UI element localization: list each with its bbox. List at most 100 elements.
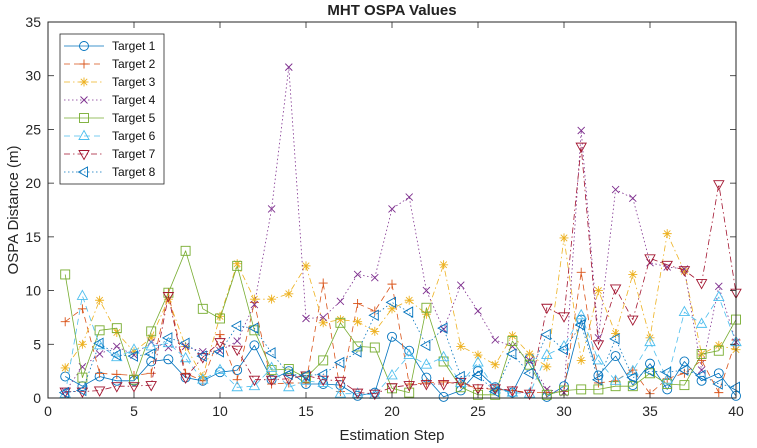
x-axis-label: Estimation Step — [339, 427, 444, 444]
series-6-point — [644, 335, 656, 347]
series-5-point — [249, 325, 260, 336]
series-8-line — [65, 301, 737, 393]
series-6-point — [145, 340, 157, 351]
series-8-point — [75, 384, 87, 397]
series-4-point — [422, 286, 431, 295]
legend-marker — [79, 41, 89, 51]
series-3-point — [215, 311, 225, 321]
series-7-point — [678, 266, 691, 277]
x-tick-label: 30 — [556, 403, 572, 419]
series-7-line — [65, 146, 737, 395]
series-2-point — [387, 279, 397, 289]
series-5-point — [335, 317, 346, 328]
series-4-point — [542, 385, 551, 394]
series-7-point — [317, 375, 329, 387]
series-1-point — [610, 351, 621, 362]
series-4-point — [284, 63, 293, 71]
series-3-point — [645, 333, 655, 343]
series-1-line — [65, 319, 737, 398]
series-4-point — [112, 342, 121, 351]
series-2-point — [628, 365, 638, 375]
series-1-point — [387, 331, 397, 342]
series-8-point — [385, 296, 396, 309]
series-8 — [58, 296, 740, 399]
series-8-point — [471, 369, 482, 382]
series-1-point — [369, 387, 380, 398]
legend-item: Target 5 — [64, 111, 156, 125]
y-tick-label: 0 — [33, 390, 41, 406]
series-7-point — [661, 260, 673, 272]
series-5-point — [541, 389, 552, 400]
ticks-layer: 0 5 10 15 20 25 30 35 40 0 5 10 15 20 25 30 35 — [25, 14, 744, 419]
series-5-point — [679, 380, 690, 391]
series-5-point — [283, 364, 294, 374]
series-8-point — [247, 322, 259, 334]
series-6-point — [76, 289, 89, 300]
x-tick-label: 35 — [642, 403, 658, 419]
series-7-point — [489, 384, 501, 395]
series-3-point — [593, 286, 603, 296]
legend-item: Target 3 — [64, 75, 156, 89]
x-tick-label: 10 — [212, 403, 228, 419]
y-tick-label: 15 — [25, 229, 41, 245]
series-8-point — [368, 309, 379, 322]
series-7-point — [558, 312, 570, 323]
series-6-point — [678, 305, 691, 317]
series-7-point — [386, 383, 398, 394]
series-4-point — [456, 281, 465, 290]
series-6-point — [472, 356, 484, 367]
y-tick-label: 35 — [25, 14, 41, 30]
series-2-point — [146, 368, 156, 378]
legend-label: Target 5 — [112, 111, 156, 125]
series-8-point — [213, 346, 224, 358]
legend-marker — [79, 77, 89, 87]
series-4-point — [319, 313, 328, 322]
legend-label: Target 2 — [112, 57, 156, 71]
series-1-point — [713, 368, 724, 379]
series-4-point — [353, 270, 362, 279]
series-5-point — [318, 355, 329, 366]
series-3-point — [611, 329, 621, 339]
legend-label: Target 8 — [112, 165, 156, 179]
series-2-point — [267, 379, 277, 389]
legend-item: Target 8 — [64, 165, 156, 179]
series-4-point — [388, 205, 396, 213]
series-7-point — [627, 315, 639, 327]
series-5-point — [94, 325, 105, 336]
series-7-point — [111, 382, 123, 393]
series-6-point — [317, 376, 329, 387]
series-2-point — [318, 278, 328, 288]
series-7-point — [162, 291, 175, 303]
series-6-point — [661, 373, 673, 384]
legend-item: Target 6 — [64, 129, 156, 143]
series-3-point — [163, 294, 173, 304]
series-3-point — [198, 372, 208, 382]
series-7-point — [351, 388, 364, 400]
series-7-point — [59, 387, 71, 398]
series-3-point — [387, 304, 397, 314]
series-5-point — [645, 368, 655, 379]
series-2-point — [353, 298, 363, 308]
series-3-point — [662, 229, 672, 239]
series-5-point — [180, 245, 191, 256]
series-8-point — [299, 369, 310, 382]
series-8-point — [729, 381, 740, 394]
series-8-point — [351, 346, 362, 358]
series-6-point — [420, 358, 433, 369]
y-axis-label: OSPA Distance (m) — [5, 146, 22, 275]
series-6-point — [609, 374, 622, 385]
series-2-point — [576, 267, 586, 277]
series-4-point — [577, 126, 586, 135]
series-8-point — [316, 368, 328, 381]
series-3-point — [679, 266, 689, 276]
series-8-point — [127, 350, 138, 362]
series-7-point — [713, 180, 725, 191]
series-5-point — [627, 381, 638, 392]
series-5-point — [369, 342, 380, 353]
series-8-point — [144, 348, 156, 360]
series-5-point — [696, 349, 707, 359]
series-8-point — [591, 373, 603, 386]
series-8-point — [437, 322, 448, 334]
series-1-point — [679, 356, 690, 367]
series-6-point — [713, 290, 725, 301]
